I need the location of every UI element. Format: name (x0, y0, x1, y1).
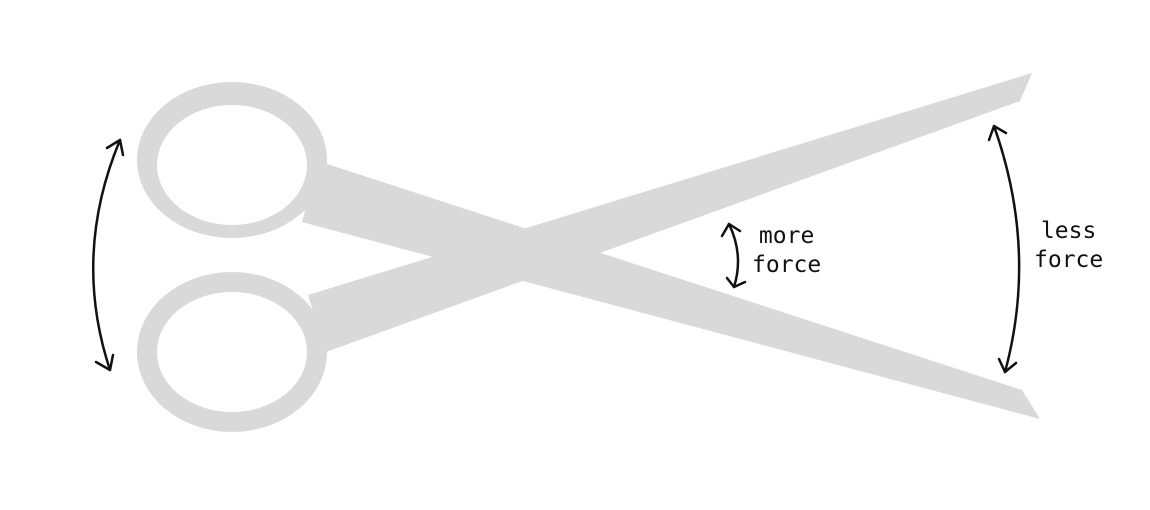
lower-finger-ring (137, 272, 327, 432)
less-force-line2: force (1034, 247, 1104, 273)
less-force-label: less force (1034, 217, 1103, 275)
upper-handle-and-lower-blade (137, 82, 1040, 419)
lower-handle-and-upper-blade (137, 73, 1032, 432)
more-force-line2: force (752, 252, 822, 278)
less-force-line1: less (1040, 218, 1097, 244)
upper-finger-ring (137, 82, 327, 238)
more-force-arrow (720, 222, 747, 289)
handle-swing-arrow (91, 138, 125, 372)
more-force-line1: more (758, 223, 815, 249)
less-force-arrow (987, 124, 1021, 374)
more-force-label: more force (752, 222, 821, 280)
lower-blade-shape (302, 161, 1040, 419)
upper-blade-shape (308, 73, 1032, 352)
